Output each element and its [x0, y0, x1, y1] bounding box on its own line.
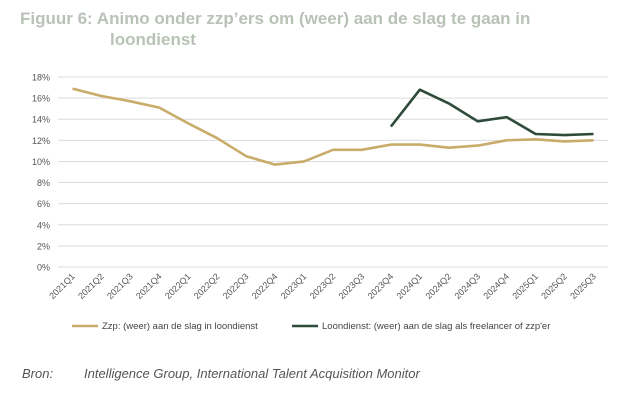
y-tick-label: 10%: [32, 157, 50, 167]
x-tick-label: 2022Q1: [163, 271, 193, 301]
y-tick-label: 14%: [32, 115, 50, 125]
chart-title: Figuur 6: Animo onder zzp’ers om (weer) …: [20, 8, 580, 50]
legend-label: Zzp: (weer) aan de slag in loondienst: [102, 321, 258, 332]
x-tick-label: 2024Q3: [452, 271, 482, 301]
x-tick-label: 2023Q3: [337, 271, 367, 301]
y-tick-label: 16%: [32, 94, 50, 104]
series-line-0: [72, 87, 594, 166]
series-line-1: [389, 88, 594, 137]
y-tick-label: 2%: [37, 241, 50, 251]
y-tick-label: 0%: [37, 263, 50, 273]
y-tick-label: 18%: [32, 73, 50, 83]
x-tick-label: 2025Q3: [568, 271, 598, 301]
x-tick-label: 2021Q1: [47, 271, 77, 301]
legend-label: Loondienst: (weer) aan de slag als freel…: [322, 321, 550, 332]
y-tick-label: 4%: [37, 220, 50, 230]
x-tick-label: 2021Q3: [105, 271, 135, 301]
x-tick-label: 2022Q3: [221, 271, 251, 301]
title-line-1: Figuur 6: Animo onder zzp’ers om (weer) …: [20, 9, 531, 28]
x-tick-label: 2023Q4: [366, 271, 396, 301]
x-tick-label: 2025Q2: [539, 271, 569, 301]
x-tick-label: 2023Q1: [279, 271, 309, 301]
x-tick-label: 2024Q2: [423, 271, 453, 301]
title-line-2: loondienst: [110, 30, 196, 49]
x-tick-label: 2025Q1: [510, 271, 540, 301]
x-tick-label: 2023Q2: [308, 271, 338, 301]
x-tick-label: 2022Q4: [250, 271, 280, 301]
source-text: Intelligence Group, International Talent…: [84, 366, 420, 381]
x-tick-label: 2021Q2: [76, 271, 106, 301]
x-tick-label: 2024Q1: [395, 271, 425, 301]
y-tick-label: 12%: [32, 136, 50, 146]
x-tick-label: 2021Q4: [134, 271, 164, 301]
x-tick-label: 2022Q2: [192, 271, 222, 301]
y-tick-label: 6%: [37, 199, 50, 209]
source-label: Bron:: [22, 366, 54, 381]
x-tick-label: 2024Q4: [481, 271, 511, 301]
y-tick-label: 8%: [37, 178, 50, 188]
